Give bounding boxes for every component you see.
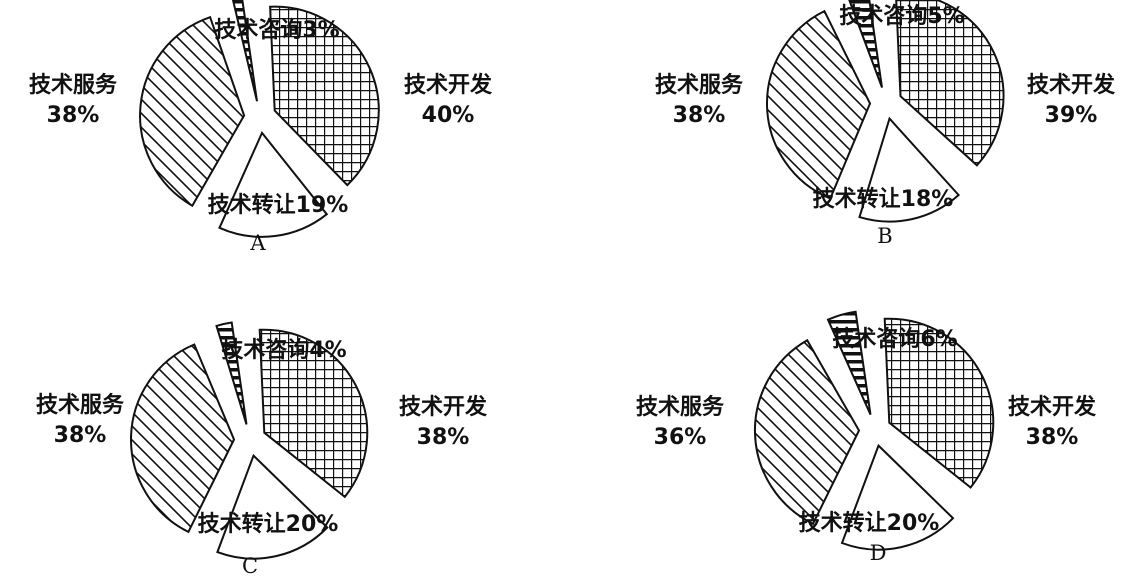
label-zhuanrang-a: 技术转让19%: [208, 192, 349, 218]
slice-fuwu-d: [753, 338, 861, 526]
label-kaifa-b: 技术开发: [1027, 72, 1116, 98]
slice-zhuanrang-a: [218, 130, 329, 238]
label-zixun-b: 技术咨询5%: [839, 3, 964, 29]
slice-zixun-c: [215, 321, 248, 425]
caption-b: B: [877, 224, 892, 248]
label-fuwu-a: 技术服务: [29, 73, 118, 98]
value-fuwu-c: 38%: [54, 423, 107, 448]
value-kaifa-c: 38%: [417, 425, 470, 450]
slice-zhuanrang-c: [216, 453, 329, 560]
label-fuwu-d: 技术服务: [636, 395, 725, 420]
caption-a: A: [249, 231, 266, 255]
slice-zixun-b: [848, 0, 883, 88]
label-zixun-c: 技术咨询4%: [221, 337, 346, 363]
label-kaifa-c: 技术开发: [399, 394, 488, 420]
slice-zhuanrang-d: [840, 443, 955, 551]
slice-zixun-d: [826, 310, 872, 416]
label-zixun-d: 技术咨询6%: [832, 326, 957, 352]
slice-zixun-a: [231, 0, 258, 102]
caption-c: C: [242, 554, 258, 578]
label-fuwu-b: 技术服务: [655, 73, 744, 98]
value-fuwu-a: 38%: [47, 103, 100, 128]
slice-kaifa-d: [883, 317, 995, 489]
slice-zhuanrang-b: [858, 116, 961, 223]
slice-fuwu-a: [139, 15, 246, 208]
value-kaifa-b: 39%: [1045, 103, 1098, 128]
slice-fuwu-c: [130, 343, 236, 534]
label-kaifa-d: 技术开发: [1008, 394, 1097, 420]
slice-kaifa-a: [269, 5, 380, 187]
label-zhuanrang-c: 技术转让20%: [198, 511, 339, 537]
label-zhuanrang-d: 技术转让20%: [799, 510, 940, 536]
label-fuwu-c: 技术服务: [36, 393, 125, 418]
slice-fuwu-b: [766, 9, 872, 200]
label-zixun-a: 技术咨询3%: [214, 17, 339, 43]
value-fuwu-b: 38%: [673, 103, 726, 128]
slice-kaifa-c: [258, 328, 369, 499]
value-kaifa-d: 38%: [1026, 425, 1079, 450]
value-fuwu-d: 36%: [654, 425, 707, 450]
caption-d: D: [870, 541, 887, 565]
label-kaifa-a: 技术开发: [404, 72, 493, 98]
label-zhuanrang-b: 技术转让18%: [813, 186, 954, 212]
slice-kaifa-b: [895, 0, 1005, 167]
value-kaifa-a: 40%: [422, 103, 475, 128]
